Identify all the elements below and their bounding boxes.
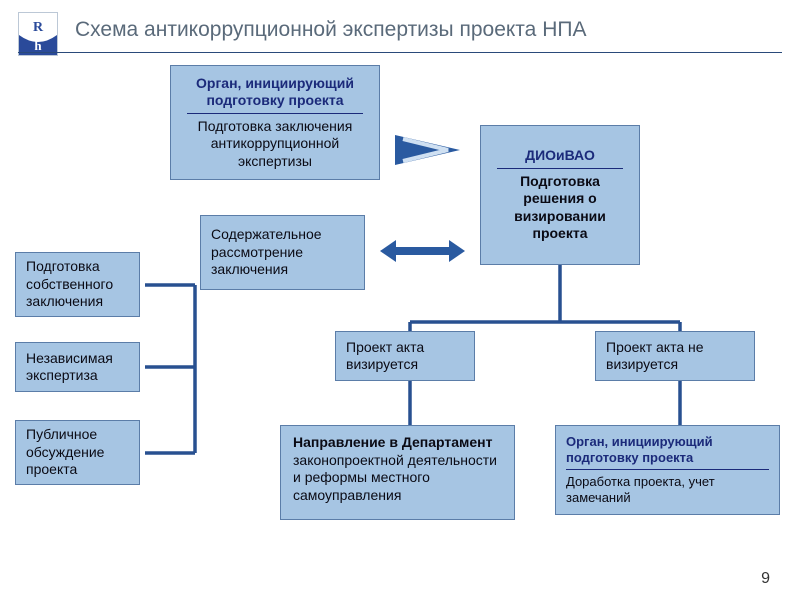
title-rule	[18, 52, 782, 53]
svg-text:h: h	[34, 38, 42, 53]
box-own-conclusion: Подготовка собственного заключения	[15, 252, 140, 317]
hse-logo: R h	[18, 12, 58, 56]
box-independent-review: Независимая экспертиза	[15, 342, 140, 392]
arrow-right-icon	[395, 135, 460, 165]
box-dioivao: ДИОиВАОПодготовка решения о визировании …	[480, 125, 640, 265]
box-public-discussion: Публичное обсуждение проекта	[15, 420, 140, 485]
slide-title: Схема антикоррупционной экспертизы проек…	[75, 18, 586, 42]
box-initiating-org: Орган, инициирующий подготовку проектаПо…	[170, 65, 380, 180]
box-visa-no: Проект акта не визируется	[595, 331, 755, 381]
box-department: Направление в Департаментзаконопроектной…	[280, 425, 515, 520]
box-rework: Орган, инициирующий подготовку проектаДо…	[555, 425, 780, 515]
svg-text:R: R	[33, 20, 44, 35]
page-number: 9	[761, 570, 770, 588]
arrow-double-icon	[380, 240, 465, 262]
box-content-review: Содержательное рассмотрение заключения	[200, 215, 365, 290]
box-visa-yes: Проект акта визируется	[335, 331, 475, 381]
slide-root: R h Схема антикоррупционной экспертизы п…	[0, 0, 800, 600]
